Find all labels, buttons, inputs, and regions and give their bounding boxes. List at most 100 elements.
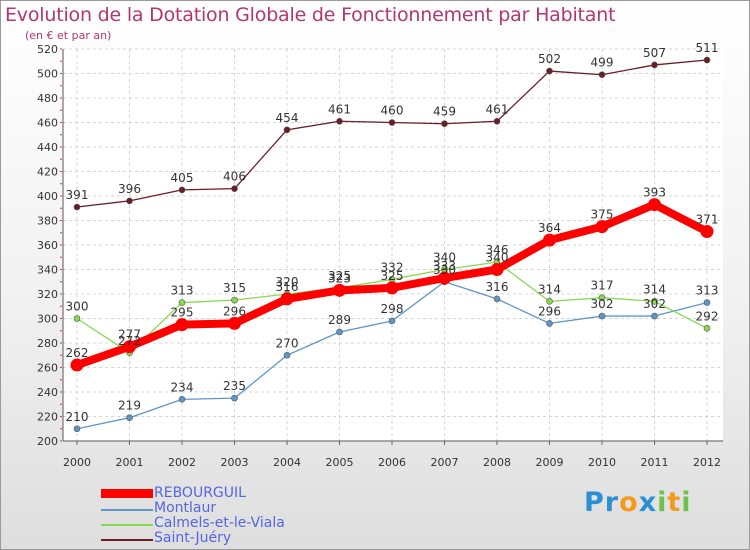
y-tick-label-300: 300 [37,313,58,326]
y-tick-label-420: 420 [37,166,58,179]
logo-letter-3: x [638,487,658,518]
data-label-rebourguil-2012: 371 [696,213,719,227]
data-point-saint-ju-ry-2009 [546,67,553,75]
data-point-montlaur-2005 [336,328,343,336]
y-tick-label-240: 240 [37,386,58,399]
y-minor-tick-1 [60,403,62,405]
data-label-saint-ju-ry-2000: 391 [66,188,89,202]
legend-item-saint-juery: Saint-Juéry [101,530,361,547]
legend-item-montlaur: Montlaur [101,500,361,517]
data-point-saint-ju-ry-2007 [441,120,448,128]
data-label-montlaur-2001: 219 [118,399,141,413]
y-tick-label-480: 480 [37,92,58,105]
chart-subtitle: (en € et par an) [25,29,112,42]
legend: REBOURGUIL Montlaur Calmels-et-le-Viala … [101,485,361,547]
data-label-rebourguil-2005: 323 [328,271,351,285]
data-label-saint-ju-ry-2011: 507 [643,46,666,60]
data-label-rebourguil-2011: 393 [643,186,666,200]
x-tick-label-2011: 2011 [641,456,669,469]
data-point-saint-ju-ry-2011 [651,61,658,69]
data-label-saint-ju-ry-2010: 499 [591,56,614,70]
y-minor-tick-12 [60,134,62,136]
data-point-calmels-et-le-viala-2000 [73,315,81,322]
y-tick-label-460: 460 [37,117,58,130]
data-label-calmels-et-le-viala-2005: 325 [328,269,351,283]
data-point-saint-ju-ry-2006 [388,119,396,126]
data-point-rebourguil-2009 [543,233,556,247]
data-label-saint-ju-ry-2005: 461 [328,102,351,116]
data-label-rebourguil-2006: 325 [381,269,404,283]
logo-letter-2: o [619,487,639,518]
y-minor-tick-11 [60,158,62,160]
data-label-saint-ju-ry-2006: 460 [381,104,404,118]
y-tick-label-400: 400 [37,190,58,203]
y-tick-mark-260 [60,367,62,368]
y-minor-tick-7 [60,256,62,258]
data-point-montlaur-2003 [231,394,238,402]
data-point-montlaur-2012 [703,299,711,306]
data-label-calmels-et-le-viala-2002: 313 [171,284,194,298]
data-label-rebourguil-2004: 316 [276,280,299,294]
data-label-rebourguil-2002: 295 [171,306,194,320]
data-point-calmels-et-le-viala-2009 [546,298,553,305]
data-label-montlaur-2004: 270 [276,336,299,350]
data-point-rebourguil-2007 [438,271,451,285]
grid-layer [63,48,723,442]
data-label-montlaur-2002: 234 [171,380,194,394]
x-tick-label-2008: 2008 [483,456,511,469]
data-point-montlaur-2008 [493,295,501,303]
data-point-calmels-et-le-viala-2003 [231,296,238,304]
data-label-saint-ju-ry-2008: 461 [486,102,509,116]
data-label-montlaur-2011: 302 [643,297,666,311]
y-tick-mark-460 [60,122,62,123]
data-point-montlaur-2010 [598,312,606,320]
data-label-calmels-et-le-viala-2000: 300 [66,300,89,314]
data-point-montlaur-2002 [178,396,186,403]
legend-swatch-rebourguil [101,489,153,498]
y-tick-mark-340 [60,269,62,270]
x-tick-label-2001: 2001 [116,456,144,469]
y-tick-mark-400 [60,195,62,197]
x-tick-label-2005: 2005 [326,456,354,469]
data-label-montlaur-2010: 302 [591,297,614,311]
legend-label-calmels-et-le-viala: Calmels-et-le-Viala [154,515,285,531]
data-label-saint-ju-ry-2007: 459 [433,105,456,119]
data-point-saint-ju-ry-2003 [231,185,238,192]
y-tick-label-500: 500 [37,68,58,81]
y-tick-mark-320 [60,293,62,295]
data-label-layer: 391 396 405 406 454 461 460 459 461 502 499 507 511 2… [66,41,719,424]
logo-letter-4: i [657,487,668,518]
series-layer [70,56,714,433]
y-tick-mark-520 [60,48,62,50]
data-point-saint-ju-ry-2012 [703,56,711,64]
y-tick-label-280: 280 [37,337,58,350]
y-tick-mark-440 [60,146,62,148]
data-point-rebourguil-2010 [595,220,609,234]
y-minor-tick-8 [60,232,62,234]
data-label-rebourguil-2007: 333 [433,259,456,273]
data-point-saint-ju-ry-2005 [336,117,343,125]
axis-layer: 200 220 240 260 280 300 320 340 360 380 400 420 440 4… [37,43,723,469]
data-point-saint-ju-ry-2001 [126,197,133,205]
data-label-calmels-et-le-viala-2012: 292 [696,309,719,323]
data-point-saint-ju-ry-2004 [283,126,291,134]
data-label-calmels-et-le-viala-2008: 346 [486,243,509,257]
y-tick-mark-480 [60,97,62,99]
data-label-calmels-et-le-viala-2006: 332 [381,260,404,274]
data-point-rebourguil-2004 [280,292,294,306]
y-minor-tick-10 [60,183,62,185]
proxiti-logo: Proxiti [584,487,692,518]
y-minor-tick-13 [60,109,62,111]
data-point-montlaur-2000 [73,425,81,433]
data-label-saint-ju-ry-2002: 405 [171,171,194,185]
y-minor-tick-14 [60,85,62,87]
y-minor-tick-15 [60,60,62,62]
data-label-calmels-et-le-viala-2001: 272 [118,334,141,348]
y-tick-mark-280 [60,342,62,344]
y-minor-tick-0 [60,428,62,430]
data-point-calmels-et-le-viala-2002 [178,299,186,306]
data-label-calmels-et-le-viala-2009: 314 [538,282,561,296]
y-tick-label-200: 200 [37,435,58,448]
